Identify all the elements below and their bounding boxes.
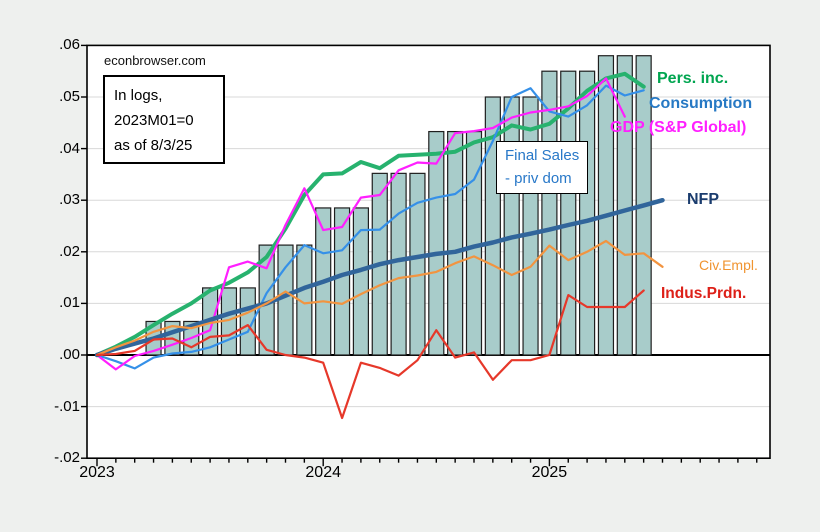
y-tick-label--.02: -.02 bbox=[54, 449, 80, 467]
bar-final-sales bbox=[390, 172, 407, 356]
bar-final-sales bbox=[333, 207, 351, 356]
x-tick-label-2024: 2024 bbox=[305, 464, 341, 481]
y-tick-label-.06: .06 bbox=[59, 36, 80, 54]
y-tick-label-.02: .02 bbox=[59, 242, 80, 260]
x-tick-label-2025: 2025 bbox=[531, 464, 568, 481]
line-gdp-s-p-global bbox=[95, 77, 626, 371]
bar-final-sales bbox=[616, 55, 633, 356]
series-label-personal-income: Pers. inc. bbox=[657, 70, 729, 87]
line-indus-prdn bbox=[95, 289, 645, 420]
note-line-1: 2023M01=0 bbox=[114, 112, 194, 129]
x-tick-label-2023: 2023 bbox=[79, 464, 115, 481]
y-tick-label-.00: .00 bbox=[59, 346, 80, 363]
series-label-gdp: GDP (S&P Global) bbox=[610, 119, 747, 136]
bar-final-sales bbox=[428, 130, 445, 356]
final-sales-label-line-1: - priv dom bbox=[505, 170, 572, 187]
line-pers-inc bbox=[95, 71, 646, 357]
bar-final-sales bbox=[522, 96, 539, 356]
watermark: econbrowser.com bbox=[104, 53, 206, 68]
bar-final-sales bbox=[352, 207, 369, 356]
bar-final-sales bbox=[239, 287, 256, 356]
bar-final-sales bbox=[597, 55, 615, 356]
series-label-consumption: Consumption bbox=[649, 95, 753, 112]
final-sales-label-line-0: Final Sales bbox=[505, 147, 580, 164]
line-civ-empl bbox=[95, 239, 664, 357]
bar-final-sales bbox=[578, 70, 596, 356]
line-consumption bbox=[95, 84, 645, 370]
bar-final-sales bbox=[447, 130, 464, 356]
final-sales-annotation-box: Final Sales - priv dom bbox=[496, 141, 589, 194]
y-tick-label-.03: .03 bbox=[59, 191, 80, 209]
note-annotation-box: In logs, 2023M01=0 as of 8/3/25 bbox=[103, 75, 225, 164]
line-nfp bbox=[94, 197, 665, 358]
series-label-civilian-employment: Civ.Empl. bbox=[699, 257, 758, 273]
y-tick-label-.05: .05 bbox=[59, 88, 80, 105]
y-tick-label--.01: -.01 bbox=[54, 397, 80, 415]
note-line-0: In logs, bbox=[114, 87, 163, 104]
y-tick-label-.01: .01 bbox=[59, 294, 80, 312]
y-tick-label-.04: .04 bbox=[59, 139, 80, 157]
series-label-industrial-production: Indus.Prdn. bbox=[661, 285, 747, 302]
bar-final-sales bbox=[503, 96, 520, 356]
note-line-2: as of 8/3/25 bbox=[114, 137, 193, 154]
series-label-nfp: NFP bbox=[687, 191, 719, 208]
bar-final-sales bbox=[409, 172, 426, 356]
